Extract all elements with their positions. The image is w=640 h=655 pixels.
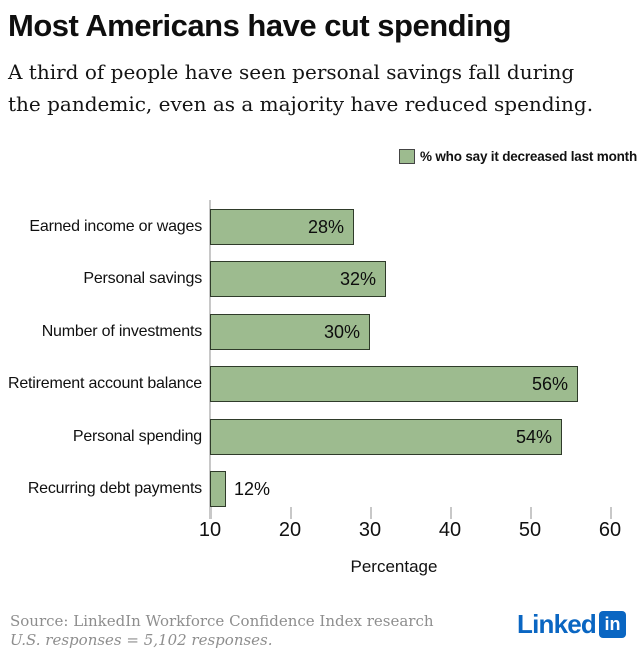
x-axis-title: Percentage xyxy=(350,557,438,576)
category-label: Personal spending xyxy=(72,428,202,445)
bar-value-label: 30% xyxy=(323,322,360,342)
x-axis-tick xyxy=(210,507,212,519)
chart-subtitle: A third of people have seen personal sav… xyxy=(8,56,636,120)
x-axis-tick-label: 30 xyxy=(358,519,382,541)
x-axis-tick xyxy=(610,507,612,519)
x-axis-tick-label: 50 xyxy=(518,519,542,541)
linkedin-in-badge-icon: in xyxy=(599,611,626,638)
category-label: Earned income or wages xyxy=(29,218,202,235)
y-axis-line xyxy=(209,200,211,519)
bar xyxy=(210,209,354,245)
x-axis-tick xyxy=(530,507,532,519)
bar-value-label: 54% xyxy=(515,427,552,447)
bar-value-label: 32% xyxy=(339,269,376,289)
bar xyxy=(210,366,578,402)
footer-source: Source: LinkedIn Workforce Confidence In… xyxy=(10,612,434,630)
bar xyxy=(210,419,562,455)
x-axis-tick-label: 60 xyxy=(598,519,622,541)
bar-value-label: 12% xyxy=(234,479,271,499)
legend-swatch-icon xyxy=(399,149,416,164)
bar-value-label: 28% xyxy=(307,217,344,237)
category-label: Number of investments xyxy=(41,323,203,340)
bar xyxy=(210,314,370,350)
bar xyxy=(210,471,226,507)
chart-subtitle-line1: A third of people have seen personal sav… xyxy=(8,60,575,84)
x-axis-tick xyxy=(370,507,372,519)
legend-label: % who say it decreased last month xyxy=(420,149,637,164)
chart-subtitle-line2: the pandemic, even as a majority have re… xyxy=(8,92,594,116)
bar xyxy=(210,261,386,297)
category-label: Recurring debt payments xyxy=(27,480,202,497)
category-label: Retirement account balance xyxy=(7,375,202,392)
bar-value-label: 56% xyxy=(531,374,568,394)
legend: % who say it decreased last month xyxy=(399,149,637,164)
linkedin-logo: Linked in xyxy=(517,609,626,640)
linkedin-wordmark: Linked xyxy=(517,609,597,639)
category-label: Personal savings xyxy=(83,270,202,287)
x-axis-tick-label: 40 xyxy=(438,519,462,541)
chart-title: Most Americans have cut spending xyxy=(8,8,512,43)
x-axis-tick xyxy=(290,507,292,519)
x-axis-tick-label: 20 xyxy=(278,519,302,541)
footer-responses: U.S. responses = 5,102 responses. xyxy=(10,631,273,649)
x-axis-tick-label: 10 xyxy=(198,519,222,541)
x-axis-tick xyxy=(450,507,452,519)
